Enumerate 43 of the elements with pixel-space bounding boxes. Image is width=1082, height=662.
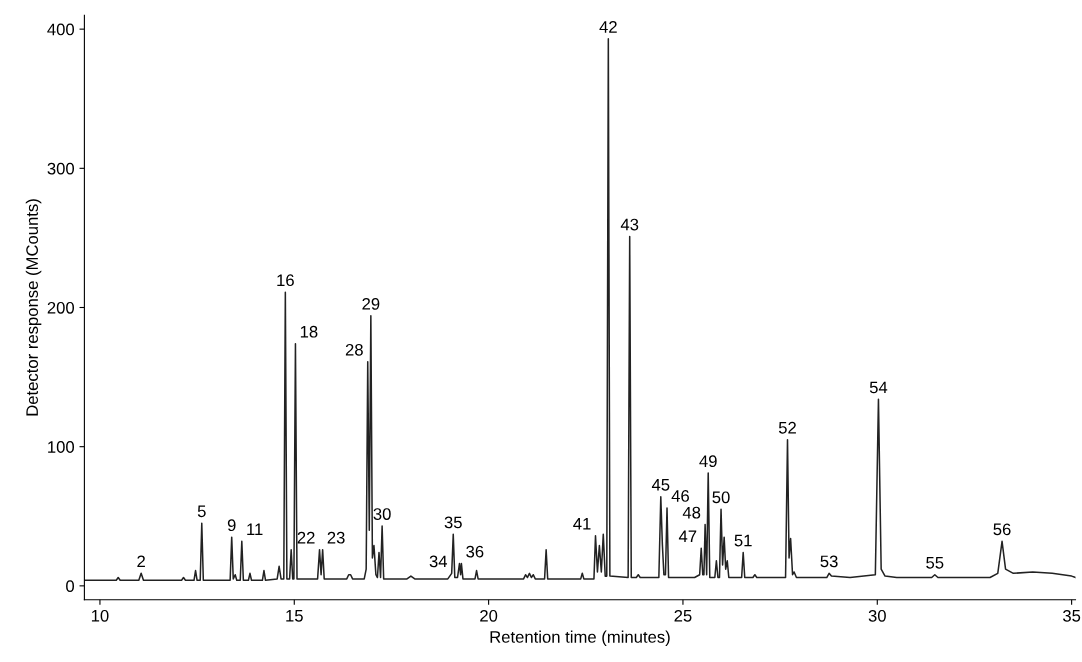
x-tick-label: 10: [91, 609, 109, 622]
annotation: 9: [227, 519, 236, 532]
annotation: 45: [651, 479, 670, 491]
annotation: 34: [429, 555, 448, 568]
annotation: 49: [699, 455, 717, 468]
annotation: 42: [599, 21, 617, 33]
annotation: 11: [247, 523, 263, 536]
line-series: [84, 38, 1076, 582]
annotation: 51: [734, 534, 752, 547]
x-tick-label: 20: [480, 609, 498, 622]
annotation: 48: [682, 506, 701, 519]
x-tick-label: 35: [1062, 609, 1081, 622]
y-tick-label: 0: [66, 580, 75, 593]
y-tick-label: 400: [47, 23, 75, 36]
annotation: 22: [297, 531, 315, 544]
annotation: 16: [277, 274, 294, 287]
annotation: 47: [678, 530, 697, 543]
annotation: 55: [926, 557, 944, 569]
annotation: 30: [373, 508, 391, 520]
annotation: 18: [300, 325, 318, 338]
annotation: 54: [869, 381, 888, 394]
annotation: 2: [137, 555, 145, 568]
annotation: 29: [362, 297, 380, 310]
annotation: 53: [820, 555, 838, 568]
annotation: 28: [345, 343, 363, 356]
x-axis-title: Retention time (minutes): [490, 630, 670, 647]
annotation: 36: [466, 545, 484, 558]
x-tick-label: 15: [286, 610, 303, 622]
annotation: 56: [993, 523, 1011, 536]
annotation: 41: [573, 518, 591, 530]
x-tick-label: 25: [674, 609, 692, 622]
annotation: 43: [620, 218, 639, 231]
annotation: 35: [444, 516, 462, 529]
y-tick-label: 100: [48, 441, 75, 453]
x-tick-label: 30: [868, 609, 886, 622]
annotation: 23: [327, 531, 345, 544]
annotation: 5: [197, 505, 206, 518]
annotation: 50: [712, 491, 730, 504]
y-axis-title: Detector response (MCounts): [25, 199, 42, 416]
y-tick-label: 200: [47, 301, 75, 314]
annotation: 46: [671, 490, 689, 502]
y-tick-label: 300: [47, 162, 75, 175]
annotation: 52: [778, 421, 796, 434]
